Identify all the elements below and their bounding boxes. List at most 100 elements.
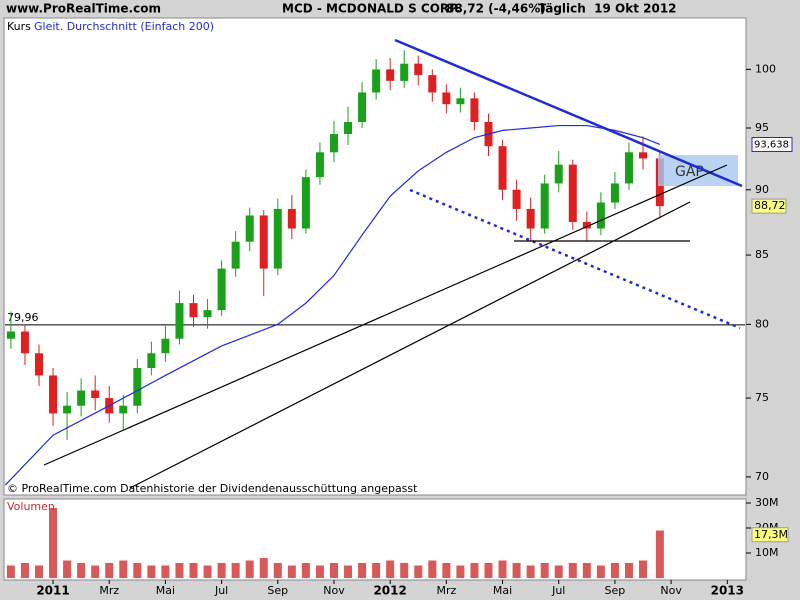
support-line (129, 201, 691, 489)
candle-body (329, 134, 338, 153)
candle-body (34, 353, 43, 376)
volume-bar (442, 563, 451, 578)
candle-body (526, 208, 535, 229)
candle-body (133, 368, 142, 406)
candle-body (63, 405, 72, 414)
y-tick-label: 95 (755, 121, 769, 134)
candle-body (540, 183, 549, 229)
candle-body (91, 390, 100, 399)
x-tick-label: Nov (660, 584, 682, 597)
trendlines: GAP (43, 38, 743, 489)
candle-body (6, 331, 15, 339)
price-change: 88,72 (-4,46%) (446, 2, 546, 16)
volume-bar (161, 565, 170, 578)
volume-bar (20, 563, 29, 578)
x-tick-label: 2011 (36, 584, 69, 598)
volume-bar (470, 563, 479, 578)
candle-body (175, 303, 184, 339)
y-tick-label: 10M (755, 546, 779, 559)
site: www.ProRealTime.com (6, 2, 161, 16)
candle-body (456, 98, 465, 105)
volume-bar (329, 563, 338, 578)
candle-body (20, 331, 29, 354)
candle-body (372, 69, 381, 93)
volume-bar (655, 530, 664, 578)
candle-body (77, 390, 86, 406)
candle-body (147, 353, 156, 369)
candle-body (400, 63, 409, 81)
volume-bar (639, 560, 648, 578)
candle-body (414, 63, 423, 76)
ma-box (751, 136, 793, 152)
candle-body (428, 75, 437, 93)
volume-bar (498, 560, 507, 578)
moving-average (4, 124, 661, 486)
candle-body (231, 241, 240, 269)
volume-bar (358, 563, 367, 578)
volume-bar (231, 563, 240, 578)
volume-bar (91, 565, 100, 578)
volume-bar (512, 563, 521, 578)
gap-box (658, 155, 738, 186)
volume-last: 17,3M (754, 528, 788, 541)
price-panel (3, 17, 747, 496)
volume-box (751, 527, 789, 543)
volume-bar (273, 563, 282, 578)
candle-body (470, 98, 479, 122)
y-tick-label: 100 (755, 62, 776, 75)
volume-bar (400, 563, 409, 578)
legend-ma: Gleit. Durchschnitt (Einfach 200) (34, 20, 214, 33)
y-tick-label: 90 (755, 183, 769, 196)
y-tick-label: 85 (755, 248, 769, 261)
candle-body (49, 375, 58, 414)
ma-value: 93,638 (754, 139, 789, 150)
volume-bar (147, 565, 156, 578)
candle-body (273, 208, 282, 269)
y-tick-label: 80 (755, 317, 769, 330)
candle-body (119, 405, 128, 414)
candle-body (217, 268, 226, 311)
period: Täglich 19 Okt 2012 (538, 2, 677, 16)
support-line (43, 164, 728, 466)
y-tick-label: 30M (755, 496, 779, 509)
volume-bar (315, 565, 324, 578)
x-tick-label: Sep (605, 584, 626, 597)
footnote: © ProRealTime.com Datenhistorie der Divi… (7, 482, 418, 495)
volume-bar (105, 563, 114, 578)
candle-body (639, 152, 648, 159)
candle-body (554, 164, 563, 184)
x-tick-label: Nov (323, 584, 345, 597)
x-tick-label: Jul (551, 584, 565, 597)
volume-bar (245, 560, 254, 578)
volume-bar (119, 560, 128, 578)
x-tick-label: Sep (267, 584, 288, 597)
candle-body (203, 310, 212, 318)
volume-bar (189, 563, 198, 578)
candle-body (245, 215, 254, 242)
x-tick-label: 2013 (711, 584, 744, 598)
candle-body (287, 208, 296, 229)
candle-body (161, 338, 170, 354)
volume-bar (484, 563, 493, 578)
volume-bar (610, 563, 619, 578)
volume-bar (414, 565, 423, 578)
level-label: 79,96 (7, 311, 39, 324)
volume-title: Volumen (7, 500, 55, 513)
volume-bar (582, 563, 591, 578)
volume-bar (456, 565, 465, 578)
candle-body (358, 92, 367, 122)
volume-bar (540, 563, 549, 578)
y-tick-label: 70 (755, 470, 769, 483)
x-tick-label: Mrz (99, 584, 119, 597)
candle-body (442, 92, 451, 105)
x-tick-label: Mrz (436, 584, 456, 597)
candle-body (301, 177, 310, 229)
marks: 70758085909510079,9693,63888,7210M20M30M… (4, 50, 793, 598)
x-tick-label: Jul (214, 584, 228, 597)
volume-bar (203, 565, 212, 578)
candle-body (568, 164, 577, 222)
last-price: 88,72 (754, 199, 786, 212)
x-tick-label: Mai (156, 584, 175, 597)
volume-bar (344, 565, 353, 578)
volume-bar (372, 563, 381, 578)
